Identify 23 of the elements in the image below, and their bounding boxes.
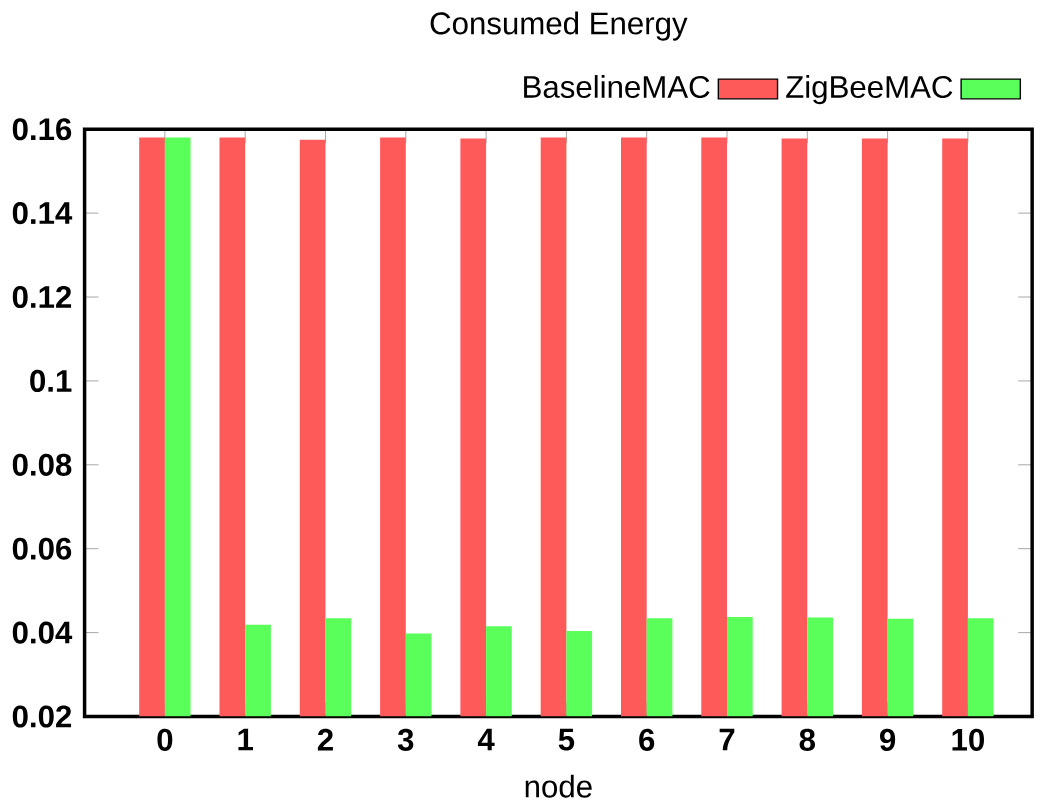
y-tick-label: 0.14 xyxy=(12,201,73,225)
y-tick-label: 0.1 xyxy=(30,369,72,392)
x-tick-label: 2 xyxy=(317,728,333,751)
x-tick-label: 8 xyxy=(799,728,816,751)
chart-title: Consumed Energy xyxy=(430,11,688,41)
x-tick-label: 1 xyxy=(238,728,253,751)
y-tick-label: 0.16 xyxy=(12,118,72,141)
x-tick-label: 4 xyxy=(477,728,495,751)
x-tick-label: 9 xyxy=(880,728,896,751)
x-axis-title: node xyxy=(525,774,592,798)
x-tick-label: 3 xyxy=(397,728,414,751)
legend-label: ZigBeeMAC xyxy=(786,74,953,105)
x-tick-label: 5 xyxy=(558,728,575,751)
x-tick-label: 6 xyxy=(639,728,655,751)
y-tick-label: 0.12 xyxy=(12,285,72,308)
x-tick-label: 7 xyxy=(719,728,735,751)
x-tick-label: 0 xyxy=(157,728,173,751)
y-tick-label: 0.06 xyxy=(12,537,72,560)
legend-label: BaselineMAC xyxy=(524,74,710,98)
x-tick-label: 10 xyxy=(952,728,984,751)
y-tick-label: 0.08 xyxy=(12,453,72,476)
y-tick-label: 0.04 xyxy=(12,621,73,644)
y-tick-label: 0.02 xyxy=(12,705,72,728)
